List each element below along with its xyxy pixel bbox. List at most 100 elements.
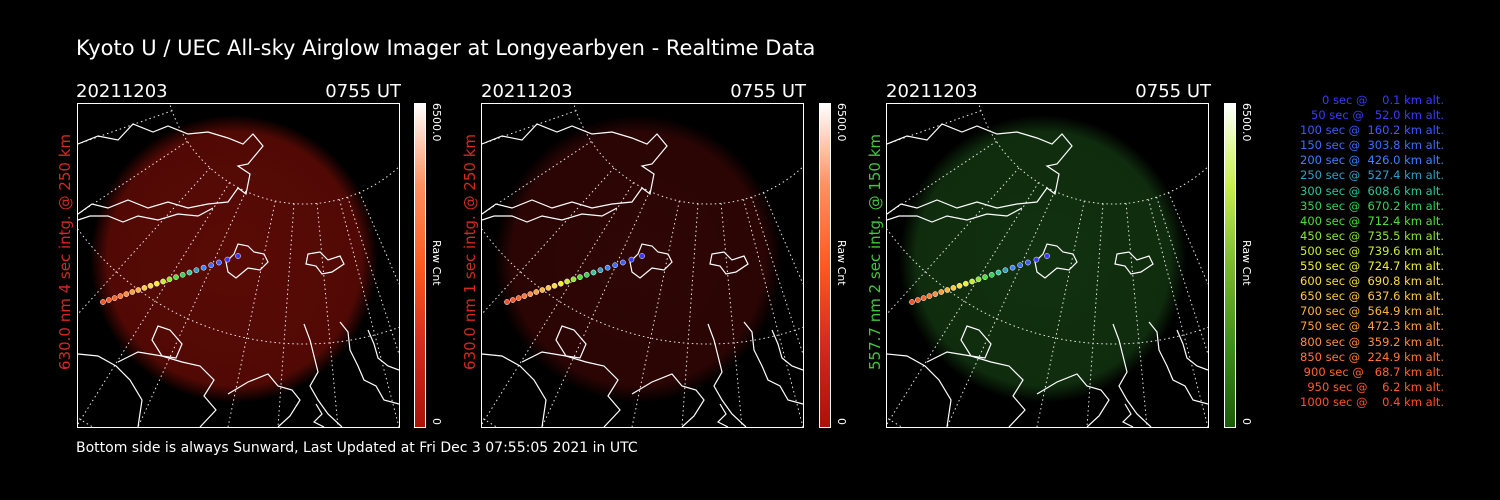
coastline xyxy=(227,373,301,427)
legend-row: 400 sec @ 712.4 km alt. xyxy=(1296,213,1444,228)
meridian-line xyxy=(1125,203,1148,427)
trajectory-point xyxy=(515,295,522,301)
meridian-line xyxy=(751,196,803,355)
legend-row: 850 sec @ 224.9 km alt. xyxy=(1296,349,1444,364)
coastline xyxy=(743,321,803,405)
trajectory-legend: 0 sec @ 0.1 km alt. 50 sec @ 52.0 km alt… xyxy=(1262,93,1444,410)
meridian-line xyxy=(720,203,743,427)
trajectory-point xyxy=(944,287,951,293)
coastline xyxy=(482,207,618,223)
trajectory-point xyxy=(1044,253,1050,259)
graticule xyxy=(887,104,1208,427)
coastline xyxy=(78,123,264,215)
coastline xyxy=(117,351,217,427)
trajectory-point xyxy=(527,291,534,297)
trajectory-point xyxy=(628,256,635,263)
legend-row: 750 sec @ 472.3 km alt. xyxy=(1296,319,1444,334)
meridian-line xyxy=(482,110,577,145)
trajectory-point xyxy=(533,289,540,295)
meridian-line xyxy=(277,203,295,427)
coastline xyxy=(1034,243,1078,279)
coastline xyxy=(887,353,952,427)
trajectory-point xyxy=(620,259,626,266)
legend-row: 650 sec @ 637.6 km alt. xyxy=(1296,289,1444,304)
panel-time: 0755 UT xyxy=(325,81,401,102)
meridian-line xyxy=(359,192,399,285)
trajectory-point xyxy=(129,289,136,295)
legend-row: 450 sec @ 735.5 km alt. xyxy=(1296,228,1444,243)
colorbar xyxy=(1224,103,1236,428)
meridian-line xyxy=(482,141,592,215)
meridian-line xyxy=(887,141,997,215)
trajectory-point xyxy=(969,278,975,285)
trajectory xyxy=(909,253,1050,305)
trajectory-point xyxy=(545,285,552,291)
coastline xyxy=(521,351,621,427)
legend-row: 350 sec @ 670.2 km alt. xyxy=(1296,198,1444,213)
coastline xyxy=(1112,323,1152,427)
colorbar-unit-label: Raw Cnt xyxy=(835,240,848,286)
meridian-line xyxy=(1147,199,1208,427)
coastline xyxy=(1121,403,1134,427)
trajectory-point xyxy=(153,280,160,287)
meridian-line xyxy=(347,196,399,355)
trajectory-point xyxy=(135,287,142,293)
coastline xyxy=(78,353,143,427)
colorbar-unit-label: Raw Cnt xyxy=(1240,240,1253,286)
trajectory-point xyxy=(208,262,214,269)
coastline xyxy=(716,403,729,427)
side-label: 630.0 nm 4 sec intg. @ 250 km xyxy=(56,133,74,370)
trajectory-point xyxy=(597,267,604,274)
sky-map xyxy=(886,103,1209,428)
trajectory-point xyxy=(988,271,995,278)
coastline xyxy=(887,207,1023,223)
colorbar-max-label: 6500.0 xyxy=(1240,103,1253,142)
trajectory-point xyxy=(639,253,645,259)
trajectory-point xyxy=(962,280,969,287)
coastline xyxy=(771,329,803,371)
trajectory-point xyxy=(160,278,166,285)
trajectory-point xyxy=(926,293,933,299)
colorbar xyxy=(414,103,426,428)
trajectory-point xyxy=(521,293,528,299)
airglow-field xyxy=(90,115,378,403)
airglow-field xyxy=(494,115,782,403)
panel-date: 20211203 xyxy=(481,81,573,102)
trajectory-point xyxy=(539,287,546,293)
trajectory-point xyxy=(141,285,148,291)
panel-date: 20211203 xyxy=(76,81,168,102)
update-footer: Bottom side is always Sunward, Last Upda… xyxy=(76,440,638,456)
trajectory-point xyxy=(179,271,186,278)
legend-row: 950 sec @ 6.2 km alt. xyxy=(1303,379,1444,394)
sky-map xyxy=(481,103,804,428)
trajectory-point xyxy=(1025,259,1031,266)
colorbar-max-label: 6500.0 xyxy=(430,103,443,142)
legend-row: 900 sec @ 68.7 km alt. xyxy=(1300,364,1444,379)
coastline xyxy=(305,251,345,275)
meridian-line xyxy=(338,199,399,427)
coastline xyxy=(367,329,399,371)
colorbar xyxy=(819,103,831,428)
coastline xyxy=(1148,321,1208,405)
trajectory-point xyxy=(200,264,207,271)
side-label: 557.7 nm 2 sec intg. @ 150 km xyxy=(866,133,884,370)
trajectory-point xyxy=(186,269,193,276)
legend-row: 700 sec @ 564.9 km alt. xyxy=(1296,304,1444,319)
coastline xyxy=(887,123,1073,215)
coastline xyxy=(1036,373,1110,427)
coastline xyxy=(707,323,747,427)
coastlines xyxy=(78,123,399,427)
meridian-line xyxy=(1156,196,1208,355)
meridian-line xyxy=(763,192,803,285)
page-title: Kyoto U / UEC All-sky Airglow Imager at … xyxy=(76,36,816,60)
trajectory-point xyxy=(123,291,130,297)
meridian-line xyxy=(78,167,211,315)
trajectory-point xyxy=(551,282,558,289)
meridian-line xyxy=(482,167,615,315)
trajectory-point xyxy=(590,269,597,276)
coastline xyxy=(312,403,325,427)
coastline xyxy=(709,251,749,275)
coastline xyxy=(1176,329,1208,371)
trajectory-point xyxy=(216,259,222,266)
trajectory-point xyxy=(950,285,957,291)
